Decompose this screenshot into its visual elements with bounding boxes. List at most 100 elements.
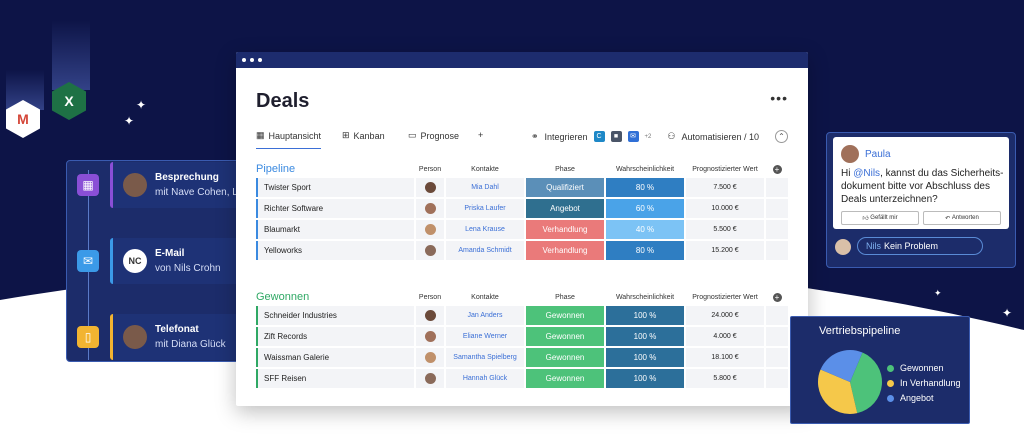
deal-name[interactable]: Blaumarkt bbox=[256, 220, 414, 239]
contact-link[interactable]: Priska Laufer bbox=[446, 199, 524, 218]
value-cell[interactable]: 18.100 € bbox=[686, 348, 764, 367]
integrate-button[interactable]: Integrieren bbox=[544, 131, 588, 142]
table-row[interactable]: Yelloworks Amanda Schmidt Verhandlung 80… bbox=[256, 241, 788, 260]
more-options-icon[interactable]: ••• bbox=[770, 90, 788, 106]
contact-link[interactable]: Hannah Glück bbox=[446, 369, 524, 388]
table-row[interactable]: Waissman Galerie Samantha Spielberg Gewo… bbox=[256, 348, 788, 367]
phase-status[interactable]: Verhandlung bbox=[526, 220, 604, 239]
phase-status[interactable]: Gewonnen bbox=[526, 306, 604, 325]
probability-cell[interactable]: 80 % bbox=[606, 241, 684, 260]
contact-link[interactable]: Samantha Spielberg bbox=[446, 348, 524, 367]
person-cell[interactable] bbox=[416, 369, 444, 388]
value-cell[interactable]: 24.000 € bbox=[686, 306, 764, 325]
person-cell[interactable] bbox=[416, 199, 444, 218]
tab-kanban[interactable]: ⊞ Kanban bbox=[342, 130, 385, 141]
legend-label: Angebot bbox=[900, 393, 934, 403]
deal-name[interactable]: Yelloworks bbox=[256, 241, 414, 260]
like-button[interactable]: 👍︎ Gefällt mir bbox=[841, 211, 919, 225]
deal-name[interactable]: Zift Records bbox=[256, 327, 414, 346]
group-header: Pipeline Person Kontakte Phase Wahrschei… bbox=[256, 162, 788, 176]
person-cell[interactable] bbox=[416, 241, 444, 260]
person-cell[interactable] bbox=[416, 178, 444, 197]
timeline-item[interactable]: Besprechung mit Nave Cohen, Lital bbox=[110, 162, 251, 208]
column-header: Kontakte bbox=[471, 165, 499, 173]
add-column-button[interactable]: + bbox=[766, 164, 788, 174]
chevron-up-icon[interactable]: ⌃ bbox=[775, 130, 788, 143]
legend-item: Angebot bbox=[887, 391, 961, 406]
group-title[interactable]: Gewonnen bbox=[256, 291, 310, 303]
empty-cell bbox=[766, 178, 788, 197]
person-cell[interactable] bbox=[416, 327, 444, 346]
probability-cell[interactable]: 80 % bbox=[606, 178, 684, 197]
person-cell[interactable] bbox=[416, 348, 444, 367]
deal-name[interactable]: SFF Reisen bbox=[256, 369, 414, 388]
phase-status[interactable]: Gewonnen bbox=[526, 327, 604, 346]
deal-name[interactable]: Twister Sport bbox=[256, 178, 414, 197]
probability-cell[interactable]: 100 % bbox=[606, 327, 684, 346]
value-cell[interactable]: 7.500 € bbox=[686, 178, 764, 197]
phase-status[interactable]: Qualifiziert bbox=[526, 178, 604, 197]
probability-cell[interactable]: 100 % bbox=[606, 369, 684, 388]
column-header: Wahrscheinlichkeit bbox=[615, 165, 675, 173]
column-header: Person bbox=[418, 165, 442, 173]
person-cell[interactable] bbox=[416, 220, 444, 239]
reply-button[interactable]: ↶ Antworten bbox=[923, 211, 1001, 225]
phase-status[interactable]: Angebot bbox=[526, 199, 604, 218]
contact-link[interactable]: Lena Krause bbox=[446, 220, 524, 239]
column-header: Phase bbox=[555, 165, 575, 173]
add-tab-button[interactable]: + bbox=[478, 130, 484, 140]
table-row[interactable]: Zift Records Eliane Werner Gewonnen 100 … bbox=[256, 327, 788, 346]
probability-cell[interactable]: 60 % bbox=[606, 199, 684, 218]
timeline-subtitle: mit Diana Glück bbox=[155, 339, 226, 350]
add-column-button[interactable]: + bbox=[766, 292, 788, 302]
mail-icon: ✉ bbox=[77, 250, 99, 272]
timeline-item[interactable]: Telefonat mit Diana Glück bbox=[110, 314, 250, 360]
reply-mention: Nils bbox=[866, 241, 881, 251]
contact-link[interactable]: Amanda Schmidt bbox=[446, 241, 524, 260]
window-titlebar bbox=[236, 52, 808, 68]
comment-text-part: , kannst du das Sicherheits-dokument bit… bbox=[841, 168, 1004, 205]
avatar bbox=[424, 331, 436, 342]
contact-link[interactable]: Jan Anders bbox=[446, 306, 524, 325]
legend-item: Gewonnen bbox=[887, 361, 961, 376]
probability-cell[interactable]: 100 % bbox=[606, 306, 684, 325]
phase-status[interactable]: Gewonnen bbox=[526, 369, 604, 388]
table-row[interactable]: Richter Software Priska Laufer Angebot 6… bbox=[256, 199, 788, 218]
group-title[interactable]: Pipeline bbox=[256, 163, 296, 175]
value-cell[interactable]: 15.200 € bbox=[686, 241, 764, 260]
value-cell[interactable]: 5.800 € bbox=[686, 369, 764, 388]
deal-name[interactable]: Richter Software bbox=[256, 199, 414, 218]
column-header: Kontakte bbox=[471, 293, 499, 301]
probability-cell[interactable]: 40 % bbox=[606, 220, 684, 239]
deal-name[interactable]: Waissman Galerie bbox=[256, 348, 414, 367]
phase-status[interactable]: Gewonnen bbox=[526, 348, 604, 367]
mention[interactable]: @Nils bbox=[853, 168, 881, 179]
table-row[interactable]: SFF Reisen Hannah Glück Gewonnen 100 % 5… bbox=[256, 369, 788, 388]
table-row[interactable]: Schneider Industries Jan Anders Gewonnen… bbox=[256, 306, 788, 325]
table-row[interactable]: Twister Sport Mia Dahl Qualifiziert 80 %… bbox=[256, 178, 788, 197]
legend-dot bbox=[887, 395, 894, 402]
tab-hauptansicht[interactable]: ▦ Hauptansicht bbox=[256, 130, 322, 149]
contact-link[interactable]: Mia Dahl bbox=[446, 178, 524, 197]
person-cell[interactable] bbox=[416, 306, 444, 325]
column-header: Person bbox=[418, 293, 442, 301]
reply-input[interactable]: Nils Kein Problem bbox=[857, 237, 983, 255]
table-row[interactable]: Blaumarkt Lena Krause Verhandlung 40 % 5… bbox=[256, 220, 788, 239]
avatar bbox=[424, 310, 436, 321]
pie-slice bbox=[818, 369, 858, 414]
value-cell[interactable]: 10.000 € bbox=[686, 199, 764, 218]
value-cell[interactable]: 4.000 € bbox=[686, 327, 764, 346]
plus-icon: + bbox=[772, 164, 782, 174]
empty-cell bbox=[766, 241, 788, 260]
value-cell[interactable]: 5.500 € bbox=[686, 220, 764, 239]
contact-link[interactable]: Eliane Werner bbox=[446, 327, 524, 346]
reply-icon: ↶ bbox=[945, 215, 952, 222]
phase-status[interactable]: Verhandlung bbox=[526, 241, 604, 260]
timeline-item[interactable]: NC E-Mail von Nils Crohn bbox=[110, 238, 250, 284]
automate-button[interactable]: Automatisieren / 10 bbox=[681, 131, 759, 142]
chart-title: Vertriebspipeline bbox=[819, 325, 901, 337]
empty-cell bbox=[766, 199, 788, 218]
tab-prognose[interactable]: ▭ Prognose bbox=[408, 130, 459, 141]
deal-name[interactable]: Schneider Industries bbox=[256, 306, 414, 325]
probability-cell[interactable]: 100 % bbox=[606, 348, 684, 367]
